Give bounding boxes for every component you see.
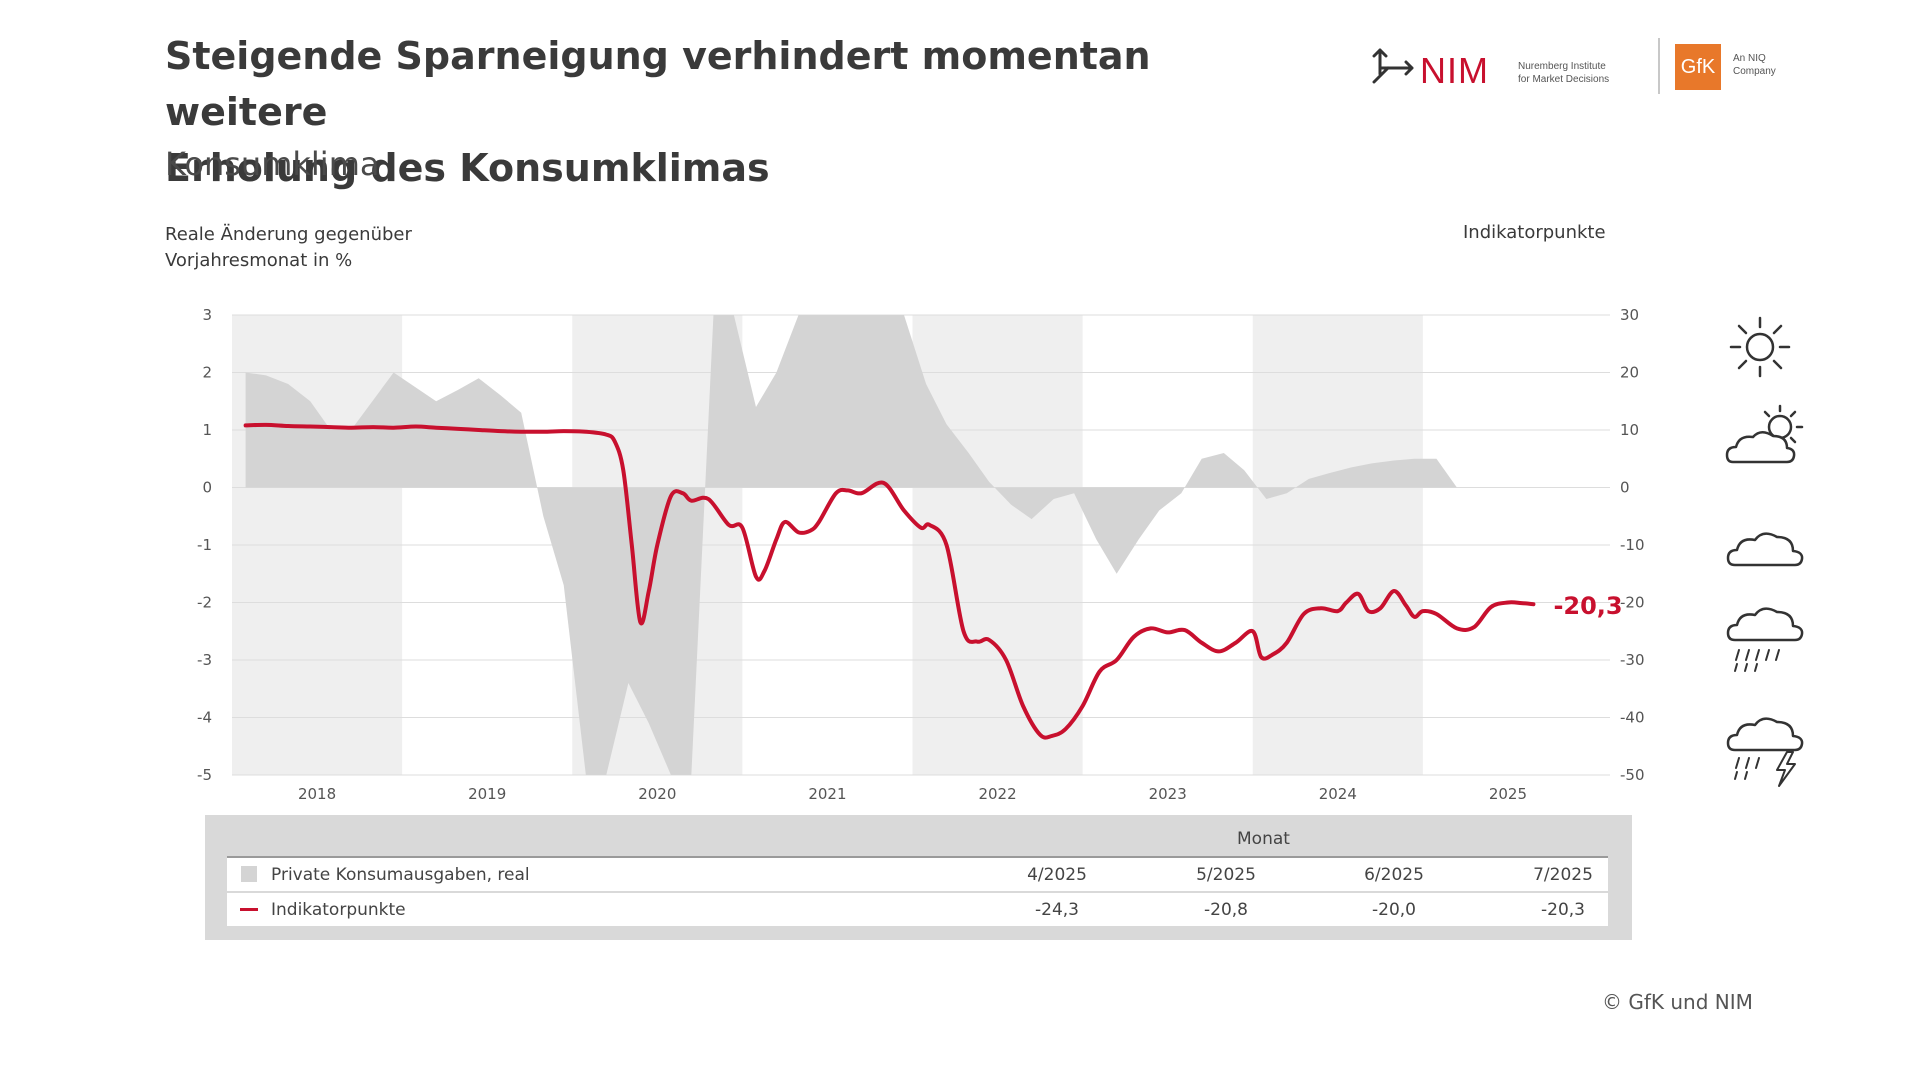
partly-cloudy-icon <box>1725 404 1804 464</box>
right-axis-tick-label: 30 <box>1620 306 1639 324</box>
last-value-label: -20,3 <box>1553 592 1622 620</box>
nim-logo-subtitle: Nuremberg Institute for Market Decisions <box>1518 60 1609 86</box>
chart-subtitle: Konsumklima <box>165 145 380 183</box>
left-axis-tick-label: 0 <box>202 479 212 497</box>
right-axis-tick-label: -20 <box>1620 594 1645 612</box>
nim-sub-line-1: Nuremberg Institute <box>1518 61 1606 72</box>
logo-divider <box>1658 38 1660 94</box>
legend-row-indicator: Indikatorpunkte -24,3 -20,8 -20,0 -20,3 <box>227 893 1608 926</box>
chart-area: 3210-1-2-3-4-53020100-10-20-30-40-502018… <box>197 306 1644 803</box>
sun-icon <box>1729 316 1791 378</box>
table-cell: -24,3 <box>1035 900 1079 920</box>
gfk-sub-line-2: Company <box>1733 66 1776 77</box>
right-axis-tick-label: 10 <box>1620 421 1639 439</box>
x-axis-tick-label: 2019 <box>468 785 506 803</box>
copyright: © GfK und NIM <box>1602 990 1753 1014</box>
right-axis-tick-label: -30 <box>1620 651 1645 669</box>
x-axis-tick-label: 2024 <box>1319 785 1357 803</box>
right-axis-tick-label: -40 <box>1620 709 1645 727</box>
table-cell: -20,8 <box>1204 900 1248 920</box>
right-axis-tick-label: 20 <box>1620 364 1639 382</box>
x-axis-tick-label: 2023 <box>1149 785 1187 803</box>
gfk-sub-line-1: An NIQ <box>1733 53 1766 64</box>
legend-label: Private Konsumausgaben, real <box>271 865 530 885</box>
x-axis-tick-label: 2018 <box>298 785 336 803</box>
table-cell: -20,0 <box>1372 900 1416 920</box>
month-header: Monat <box>1237 829 1290 849</box>
left-axis-tick-label: 1 <box>202 421 212 439</box>
consumption-area <box>245 315 1522 775</box>
nim-arrow-icon <box>1372 48 1414 84</box>
month-label: 7/2025 <box>1533 865 1593 885</box>
right-axis-tick-label: 0 <box>1620 479 1630 497</box>
left-axis-tick-label: 3 <box>202 306 212 324</box>
month-label: 5/2025 <box>1196 865 1256 885</box>
month-label: 6/2025 <box>1364 865 1424 885</box>
gfk-logo-subtitle: An NIQ Company <box>1733 52 1776 78</box>
left-axis-tick-label: -1 <box>197 536 212 554</box>
x-axis-tick-label: 2021 <box>808 785 846 803</box>
right-axis-tick-label: -50 <box>1620 766 1645 784</box>
legend-header-rule <box>227 856 1608 858</box>
left-axis-tick-label: 2 <box>202 364 212 382</box>
right-axis-title: Indikatorpunkte <box>1463 222 1606 243</box>
x-axis-tick-label: 2025 <box>1489 785 1527 803</box>
nim-sub-line-2: for Market Decisions <box>1518 74 1610 85</box>
cloud-icon <box>1726 532 1804 567</box>
gfk-logo: GfK <box>1675 44 1721 90</box>
consumption-area-group <box>245 315 1522 775</box>
right-axis-tick-label: -10 <box>1620 536 1645 554</box>
table-cell: -20,3 <box>1541 900 1585 920</box>
nim-logo-text: NIM <box>1420 50 1489 91</box>
axis-labels-group: 3210-1-2-3-4-53020100-10-20-30-40-502018… <box>197 306 1644 803</box>
chart-title: Steigende Sparneigung verhindert momenta… <box>165 28 1265 196</box>
x-axis-tick-label: 2022 <box>978 785 1016 803</box>
left-axis-tick-label: -3 <box>197 651 212 669</box>
logo-block: NIM Nuremberg Institute for Market Decis… <box>1368 30 1788 120</box>
line-swatch <box>240 908 258 911</box>
left-axis-tick-label: -5 <box>197 766 212 784</box>
month-label: 4/2025 <box>1027 865 1087 885</box>
area-swatch <box>241 866 257 882</box>
legend-label: Indikatorpunkte <box>271 900 406 920</box>
rain-icon <box>1726 607 1804 672</box>
indicator-line <box>243 422 1536 740</box>
title-line-2: Erholung des Konsumklimas <box>165 146 770 190</box>
legend-row-consumption: Private Konsumausgaben, real 4/2025 5/20… <box>227 858 1608 891</box>
left-axis-title: Reale Änderung gegenüber Vorjahresmonat … <box>165 224 412 271</box>
title-line-1: Steigende Sparneigung verhindert momenta… <box>165 34 1151 134</box>
thunderstorm-icon <box>1726 717 1804 787</box>
x-axis-tick-label: 2020 <box>638 785 676 803</box>
indicator-line-group <box>243 422 1536 740</box>
left-axis-tick-label: -4 <box>197 709 212 727</box>
left-axis-tick-label: -2 <box>197 594 212 612</box>
legend-table: Monat Private Konsumausgaben, real 4/202… <box>205 815 1632 940</box>
